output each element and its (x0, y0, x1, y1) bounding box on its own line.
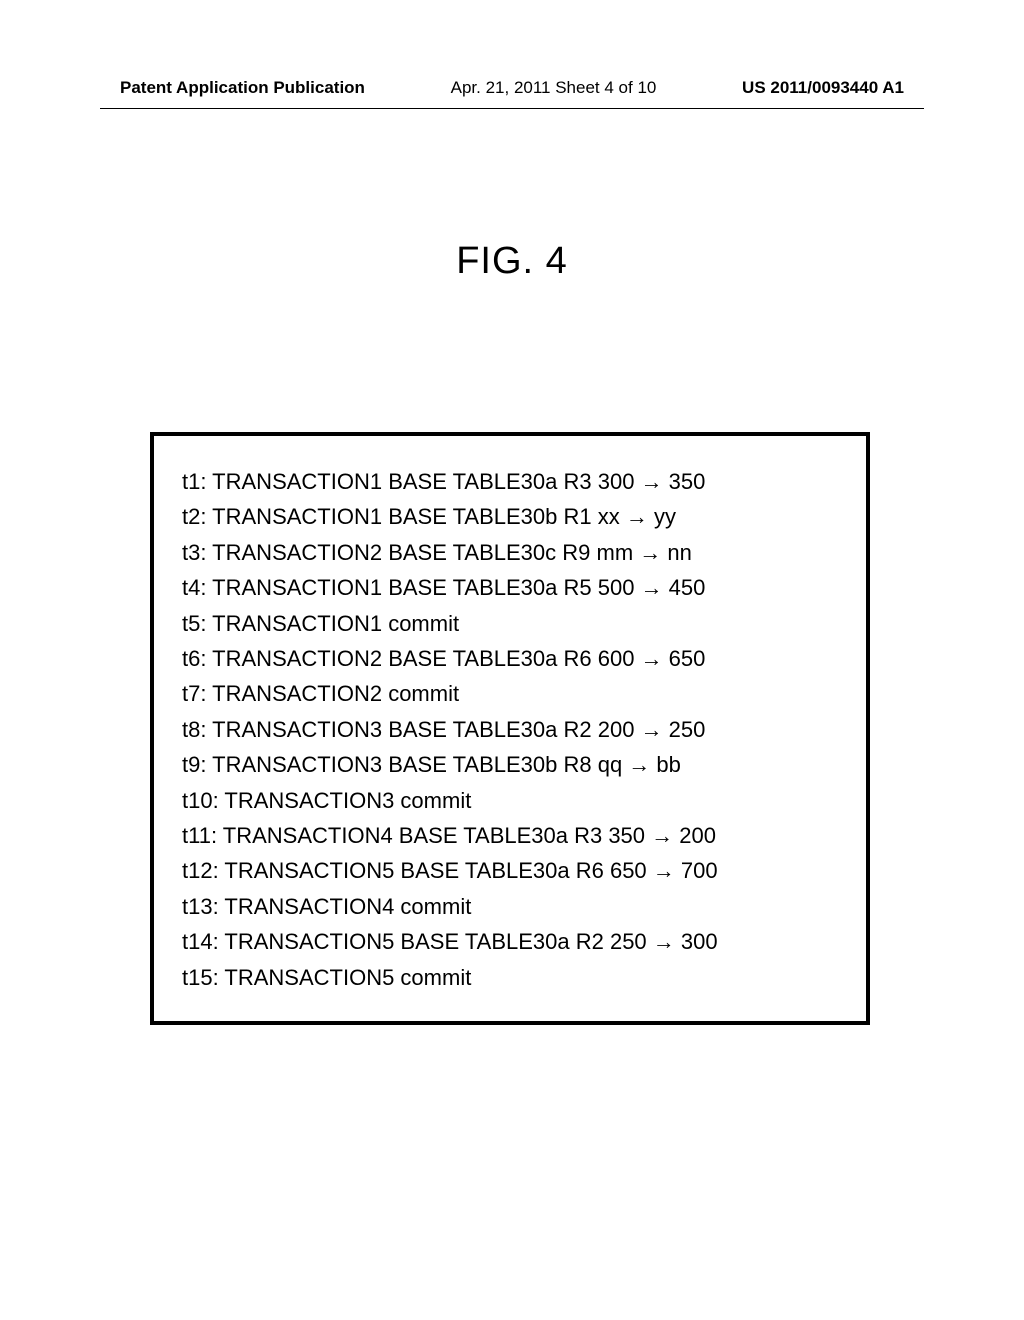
log-entry: t3: TRANSACTION2 BASE TABLE30c R9 mm → n… (182, 535, 838, 570)
log-entry: t8: TRANSACTION3 BASE TABLE30a R2 200 → … (182, 712, 838, 747)
log-entry: t1: TRANSACTION1 BASE TABLE30a R3 300 → … (182, 464, 838, 499)
log-entry: t6: TRANSACTION2 BASE TABLE30a R6 600 → … (182, 641, 838, 676)
transaction-log-box: t1: TRANSACTION1 BASE TABLE30a R3 300 → … (150, 432, 870, 1025)
log-entry: t13: TRANSACTION4 commit (182, 889, 838, 924)
page-header: Patent Application Publication Apr. 21, … (0, 78, 1024, 98)
log-entry: t7: TRANSACTION2 commit (182, 676, 838, 711)
log-entry: t12: TRANSACTION5 BASE TABLE30a R6 650 →… (182, 853, 838, 888)
figure-title: FIG. 4 (0, 240, 1024, 283)
log-entry: t2: TRANSACTION1 BASE TABLE30b R1 xx → y… (182, 499, 838, 534)
header-publication-number: US 2011/0093440 A1 (742, 78, 904, 98)
log-entry: t9: TRANSACTION3 BASE TABLE30b R8 qq → b… (182, 747, 838, 782)
log-entry: t10: TRANSACTION3 commit (182, 783, 838, 818)
log-entry: t4: TRANSACTION1 BASE TABLE30a R5 500 → … (182, 570, 838, 605)
log-entry: t15: TRANSACTION5 commit (182, 960, 838, 995)
header-date-sheet: Apr. 21, 2011 Sheet 4 of 10 (451, 78, 657, 98)
header-divider (100, 108, 924, 109)
log-entry: t11: TRANSACTION4 BASE TABLE30a R3 350 →… (182, 818, 838, 853)
log-entry: t14: TRANSACTION5 BASE TABLE30a R2 250 →… (182, 924, 838, 959)
log-entry: t5: TRANSACTION1 commit (182, 606, 838, 641)
header-publication-label: Patent Application Publication (120, 78, 365, 98)
